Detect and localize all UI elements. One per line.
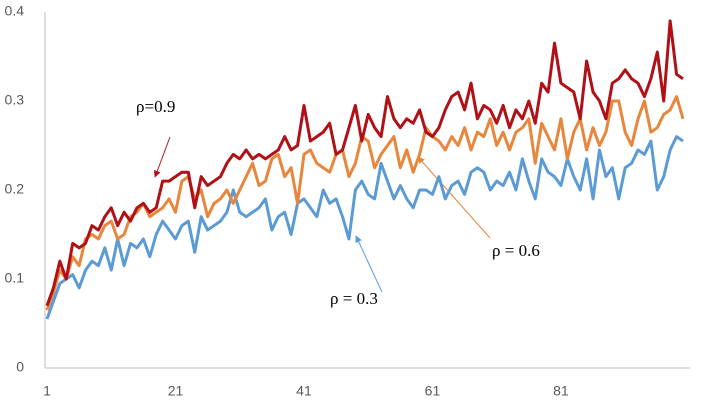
annotation: ρ = 0.6 <box>492 241 540 260</box>
x-tick-label: 81 <box>553 383 569 399</box>
y-tick-label: 0.2 <box>5 181 25 197</box>
arrow <box>355 235 383 293</box>
line <box>45 135 684 320</box>
x-tick-label: 1 <box>43 383 51 399</box>
annotation: ρ = 0.3 <box>330 289 378 308</box>
x-tick-label: 21 <box>168 383 184 399</box>
line <box>45 95 685 311</box>
arrow <box>153 136 171 178</box>
y-tick-label: 0.3 <box>5 92 25 108</box>
y-tick-label: 0.1 <box>5 270 25 286</box>
y-tick-label: 0.4 <box>5 3 25 19</box>
x-tick-label: 41 <box>296 383 312 399</box>
x-tick-label: 61 <box>425 383 441 399</box>
line <box>45 19 684 307</box>
y-tick-label: 0 <box>16 359 24 375</box>
annotation: ρ=0.9 <box>136 97 175 116</box>
arrow <box>417 156 491 239</box>
